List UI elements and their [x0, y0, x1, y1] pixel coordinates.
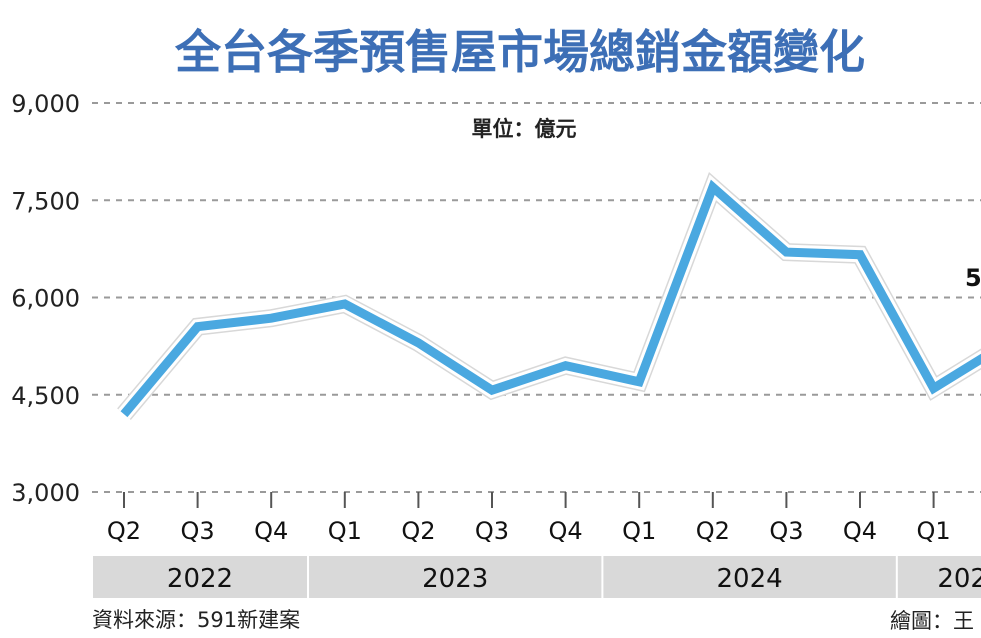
x-tick-label: Q1	[917, 517, 951, 545]
source-note: 資料來源：591新建案	[92, 608, 300, 632]
x-tick-label: Q4	[549, 517, 583, 545]
year-band-cell	[93, 556, 307, 598]
x-tick-label: Q2	[401, 517, 435, 545]
year-label: 2024	[717, 564, 783, 594]
x-tick-label: Q2	[696, 517, 730, 545]
y-tick-label: 3,000	[11, 479, 80, 507]
year-label: 2023	[422, 564, 488, 594]
chart-title: 全台各季預售屋市場總銷金額變化	[174, 25, 865, 79]
x-axis-ticks: Q2Q3Q4Q1Q2Q3Q4Q1Q2Q3Q4Q1Q2	[107, 492, 951, 545]
x-tick-label: Q3	[769, 517, 803, 545]
series-line-path	[120, 179, 981, 418]
y-axis-ticks: 3,000 4,500 6,000 7,500 9,000	[11, 90, 80, 507]
x-tick-label: Q3	[181, 517, 215, 545]
credit-note: 繪圖：王	[890, 609, 974, 633]
year-band-cell	[309, 556, 602, 598]
year-band-cell	[603, 556, 896, 598]
data-label: 5	[965, 264, 981, 292]
y-tick-label: 6,000	[11, 285, 80, 313]
x-tick-label: Q1	[328, 517, 362, 545]
x-tick-label: Q4	[254, 517, 288, 545]
x-tick-label: Q3	[475, 517, 509, 545]
series-line-halo	[117, 171, 981, 420]
series-line-outline	[118, 174, 981, 420]
year-label: 2022	[167, 564, 233, 594]
y-tick-label: 9,000	[11, 90, 80, 118]
x-tick-label: Q1	[622, 517, 656, 545]
y-tick-label: 4,500	[11, 382, 80, 410]
x-tick-label: Q2	[107, 517, 141, 545]
unit-label: 單位：億元	[472, 117, 577, 141]
x-tick-label: Q4	[843, 517, 877, 545]
year-band-cell	[897, 556, 981, 598]
y-tick-label: 7,500	[11, 187, 80, 215]
series-line	[117, 171, 981, 420]
gridlines	[92, 102, 981, 493]
